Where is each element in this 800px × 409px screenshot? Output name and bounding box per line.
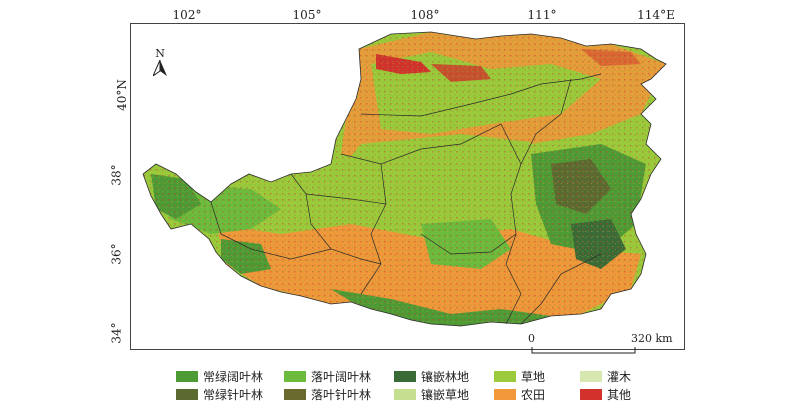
legend-item-deciduous-needleleaf: 落叶针叶林	[284, 386, 371, 402]
tick-lat-40: 40°N	[114, 79, 129, 111]
scale-end-label: 320 km	[631, 332, 673, 345]
legend-swatch	[580, 370, 602, 382]
legend-swatch	[176, 370, 198, 382]
legend-label: 落叶针叶林	[311, 387, 372, 402]
north-arrow-icon	[151, 59, 167, 78]
legend-item-mosaic-woodland: 镶嵌林地	[394, 368, 469, 384]
land-cover-fill	[143, 32, 666, 326]
legend-label: 农田	[521, 387, 546, 402]
tick-lon-111: 111°	[527, 8, 557, 22]
north-label: N	[155, 47, 165, 60]
legend-swatch	[176, 388, 198, 400]
tick-lat-34: 34°	[109, 322, 124, 344]
legend-swatch	[284, 388, 306, 400]
legend-item-farmland: 农田	[494, 386, 545, 402]
legend-label: 常绿针叶林	[203, 387, 264, 402]
scale-bar-line	[531, 347, 636, 354]
legend-item-evergreen-needleleaf: 常绿针叶林	[176, 386, 263, 402]
scale-bar: 0 320 km	[528, 332, 673, 354]
legend-label: 常绿阔叶林	[203, 369, 264, 384]
legend-label: 其他	[607, 387, 632, 402]
legend-label: 落叶阔叶林	[311, 369, 372, 384]
tick-lat-36: 36°	[109, 243, 124, 265]
tick-lat-38: 38°	[109, 164, 124, 186]
map-frame: N 0 320 km	[130, 23, 685, 354]
legend-label: 草地	[521, 369, 546, 384]
tick-lon-105: 105°	[292, 8, 322, 22]
legend-item-deciduous-broadleaf: 落叶阔叶林	[284, 368, 371, 384]
scale-start-label: 0	[528, 332, 535, 345]
land-cover-map	[142, 31, 667, 327]
legend-item-shrub: 灌木	[580, 368, 631, 384]
legend-swatch	[580, 388, 602, 400]
tick-lon-108: 108°	[410, 8, 440, 22]
legend-item-other: 其他	[580, 386, 631, 402]
tick-lon-114: 114°E	[637, 8, 675, 22]
legend-swatch	[494, 388, 516, 400]
region-outline	[142, 31, 667, 327]
map-legend: 常绿阔叶林 落叶阔叶林 镶嵌林地 草地 灌木 常绿针叶林 落叶针叶林 镶嵌草地 …	[176, 368, 696, 404]
legend-item-grassland: 草地	[494, 368, 545, 384]
province-boundaries	[210, 73, 602, 325]
legend-label: 镶嵌草地	[421, 387, 470, 402]
north-arrow: N	[151, 47, 167, 80]
legend-swatch	[394, 370, 416, 382]
legend-item-evergreen-broadleaf: 常绿阔叶林	[176, 368, 263, 384]
legend-swatch	[394, 388, 416, 400]
legend-item-mosaic-grassland: 镶嵌草地	[394, 386, 469, 402]
legend-swatch	[494, 370, 516, 382]
legend-label: 灌木	[607, 369, 632, 384]
legend-label: 镶嵌林地	[421, 369, 470, 384]
tick-lon-102: 102°	[172, 8, 202, 22]
legend-swatch	[284, 370, 306, 382]
